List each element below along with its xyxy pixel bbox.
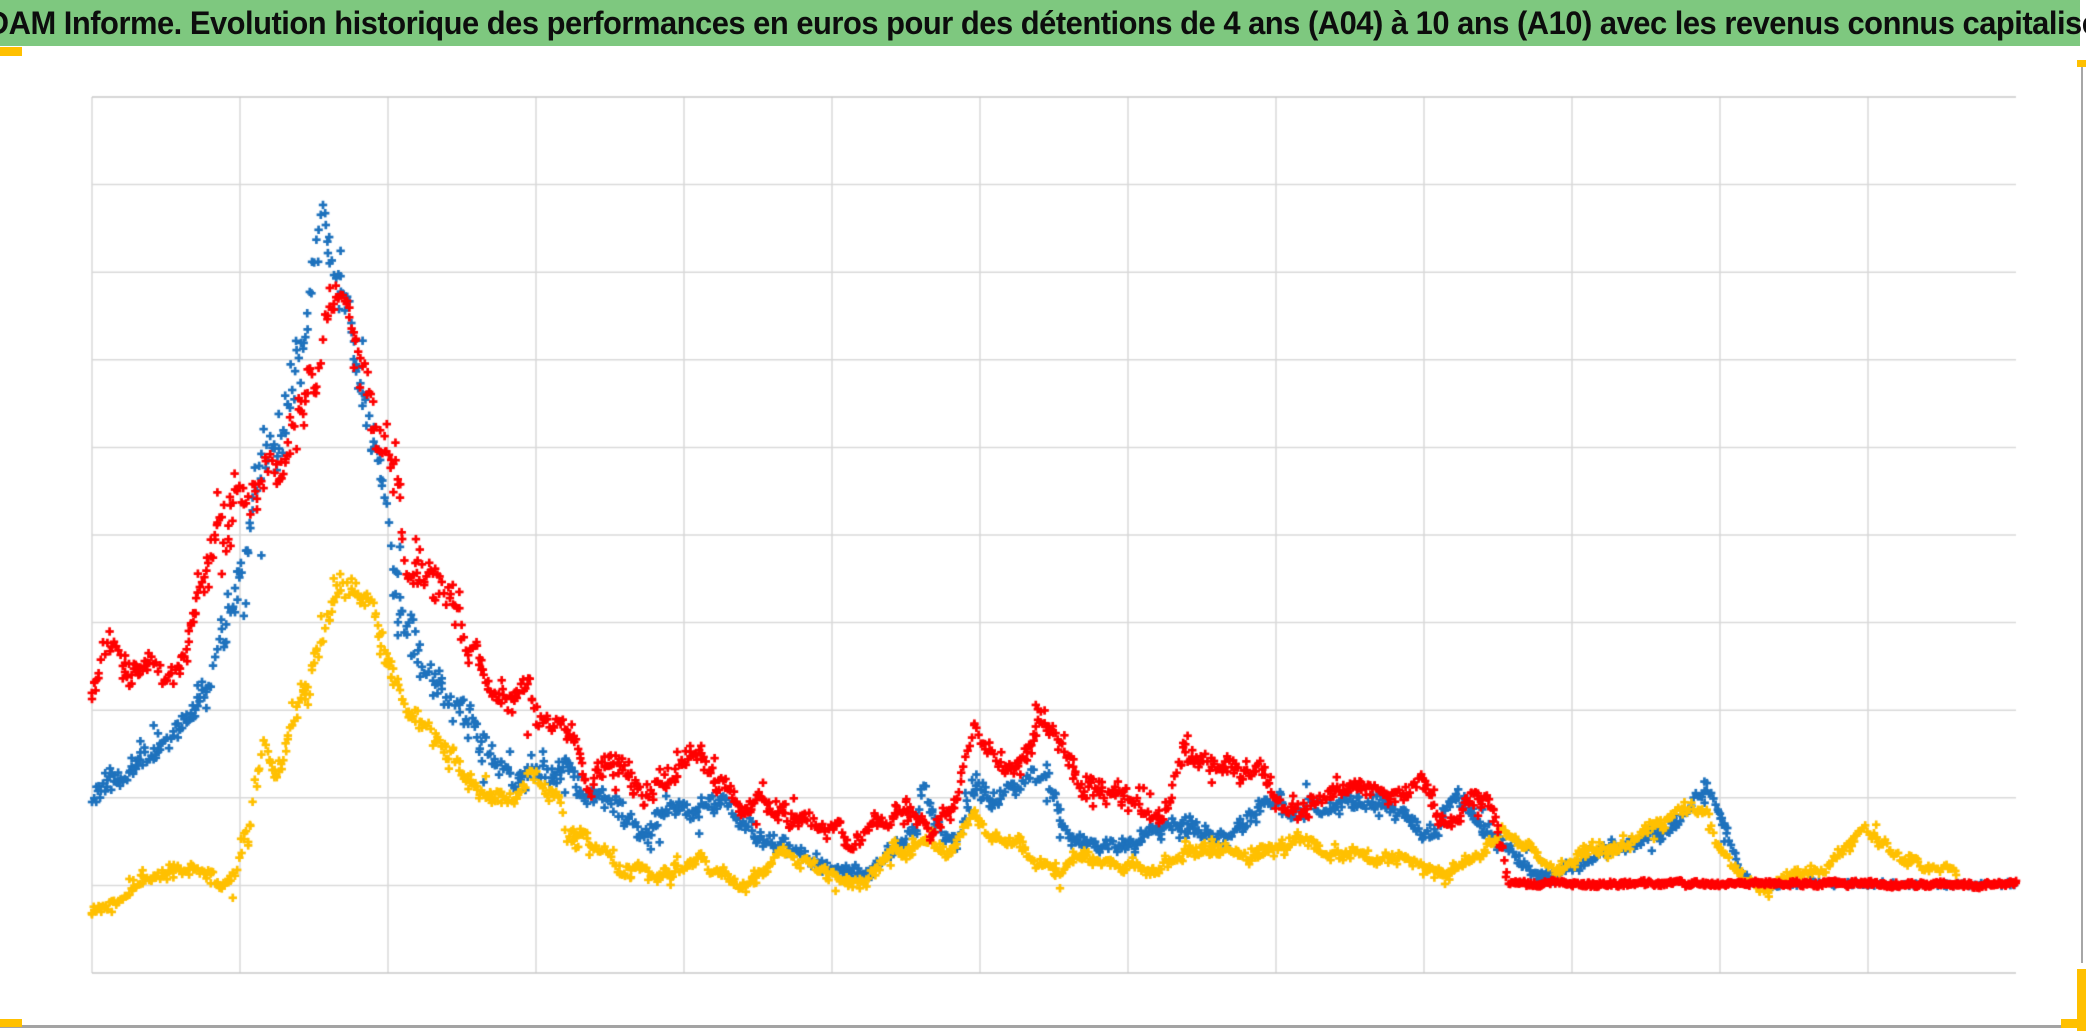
right-border-line bbox=[2081, 66, 2083, 963]
yellow-accent-bottom-right-horizontal bbox=[2061, 1019, 2086, 1028]
yellow-accent-top-left bbox=[0, 47, 22, 56]
title-bar: ADAM Informe. Evolution historique des p… bbox=[0, 0, 2086, 46]
yellow-accent-top-right bbox=[2077, 60, 2086, 67]
bottom-border-line bbox=[0, 1025, 2086, 1028]
yellow-accent-bottom-left bbox=[0, 1019, 22, 1027]
chart-title: ADAM Informe. Evolution historique des p… bbox=[0, 4, 2086, 41]
yellow-accent-bottom-right-vertical bbox=[2077, 969, 2086, 1031]
